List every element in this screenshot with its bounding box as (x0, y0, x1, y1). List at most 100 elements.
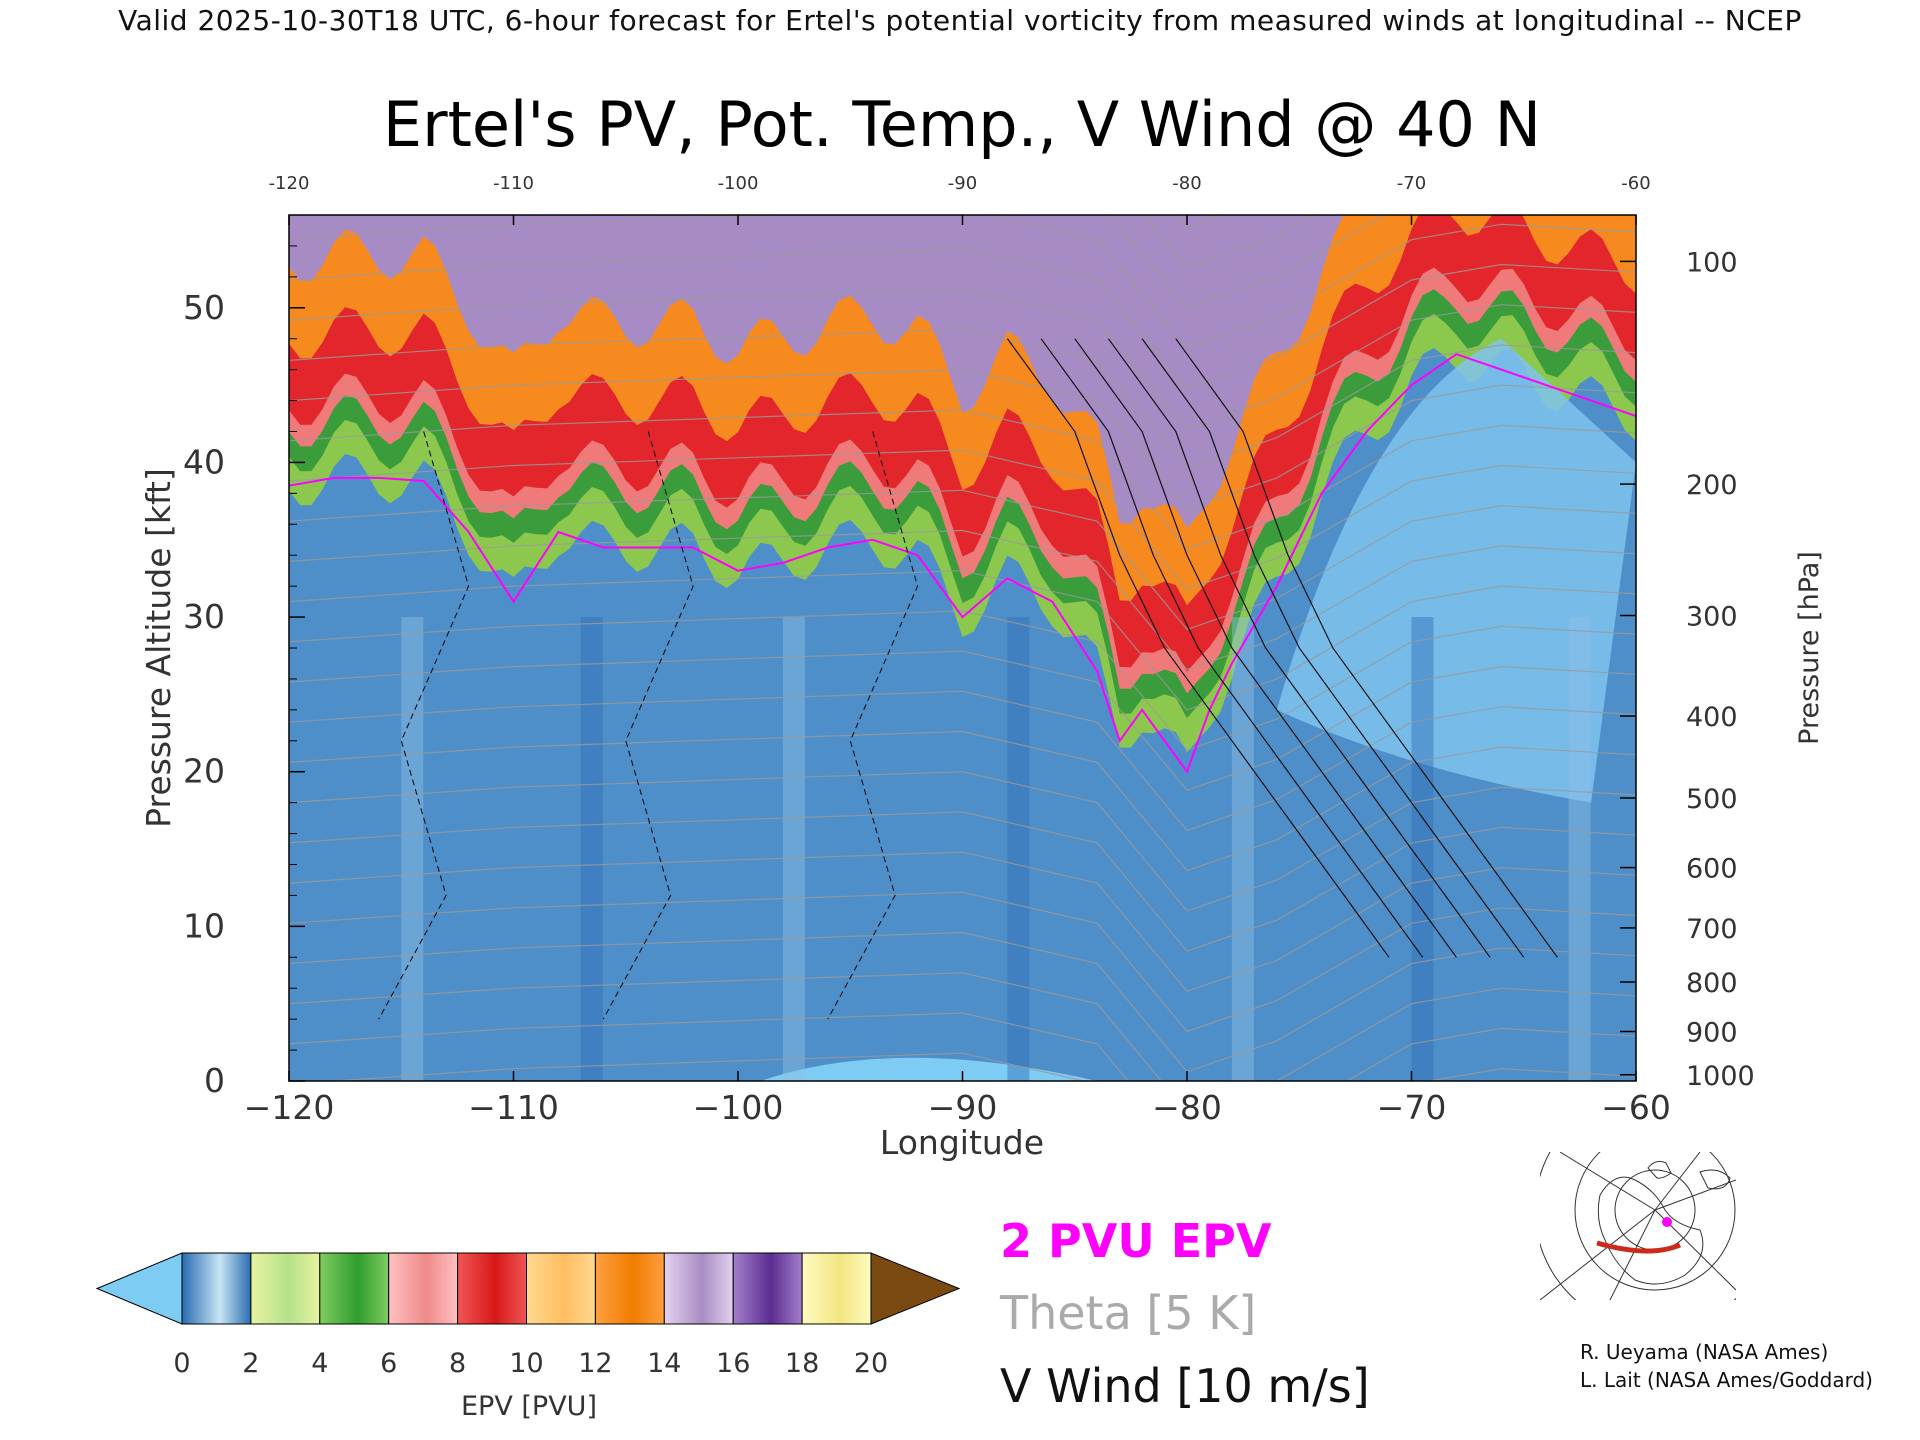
colorbar-segment (457, 1252, 528, 1325)
pv-field (289, 215, 1636, 1081)
x-tick-label: −70 (1377, 1088, 1447, 1127)
credit-1: R. Ueyama (NASA Ames) (1580, 1340, 1829, 1364)
v-wind-contour (1107, 338, 1491, 958)
surface-low-pv (760, 1057, 1098, 1081)
x-tick-label: −90 (928, 1088, 998, 1127)
y-axis-label: Pressure Altitude [kft] (139, 468, 178, 828)
theta-contour (289, 610, 1636, 751)
low-pv-region (1276, 338, 1636, 803)
theta-contour (289, 730, 1636, 872)
colorbar-tick-label: 18 (785, 1348, 819, 1379)
theta-contour (289, 368, 1636, 510)
pressure-tick-label: 200 (1686, 470, 1738, 501)
colorbar-segment (250, 1252, 321, 1325)
colorbar-tick-label: 16 (716, 1348, 750, 1379)
colorbar-under-arrow (95, 1252, 183, 1325)
x-tick-label: −110 (468, 1088, 559, 1127)
theta-contour (289, 409, 1636, 550)
legend-epv: 2 PVU EPV (1000, 1214, 1272, 1268)
x-tick-label-top: -80 (1172, 173, 1201, 194)
x-tick-label: −60 (1601, 1088, 1671, 1127)
pv-streak (401, 617, 424, 1081)
v-wind-contour (1006, 338, 1390, 958)
theta-contour (289, 972, 1636, 1081)
theta-contour (289, 650, 1636, 792)
x-tick-label-top: -90 (948, 173, 977, 194)
colorbar-tick-label: 0 (173, 1348, 190, 1379)
theta-contour (289, 570, 1636, 711)
colorbar-label: EPV [PVU] (461, 1391, 597, 1422)
x-tick-label-top: -60 (1621, 173, 1650, 194)
pv-streak (580, 617, 603, 1081)
colorbar-segment (594, 1252, 665, 1325)
colorbar-tick-label: 20 (854, 1348, 888, 1379)
colorbar-segment (526, 1252, 596, 1325)
x-tick-label-top: -120 (269, 173, 310, 194)
colorbar-segment (732, 1252, 803, 1325)
colorbar-tick-label: 4 (311, 1348, 328, 1379)
pressure-tick-label: 600 (1686, 854, 1738, 885)
y-ticks: 0 10 20 30 40 50 (183, 245, 305, 1100)
pressure-tick-label: 500 (1686, 784, 1738, 815)
theta-contour (289, 811, 1636, 952)
v-wind-contour (1074, 338, 1457, 958)
pv-streak (782, 617, 805, 1081)
pressure-tick-label: 300 (1686, 602, 1738, 633)
forecast-banner: Valid 2025-10-30T18 UTC, 6-hour forecast… (118, 4, 1802, 37)
y-tick-label: 50 (183, 288, 225, 327)
theta-contour (289, 288, 1636, 430)
y2-axis-label: Pressure [hPa] (1794, 551, 1825, 745)
theta-contour (289, 215, 1636, 349)
colorbar-segment (181, 1252, 252, 1325)
v-wind-contour (1175, 338, 1558, 958)
locator-map (1540, 1152, 1736, 1300)
pressure-tick-label: 800 (1686, 968, 1738, 999)
theta-contour (289, 529, 1636, 671)
v-wind-contour (1040, 338, 1424, 958)
theta-contour (289, 489, 1636, 631)
pv-streak (1007, 617, 1030, 1081)
colorbar-tick-label: 2 (242, 1348, 259, 1379)
colorbar-tick-label: 10 (509, 1348, 543, 1379)
y-tick-label: 40 (183, 442, 225, 481)
colorbar: 0 2 4 6 8 10 12 14 16 18 20 (95, 1252, 961, 1379)
theta-contour (289, 1012, 1636, 1081)
pv-streak (1411, 617, 1434, 1081)
x-axis-label: Longitude (880, 1123, 1044, 1162)
colorbar-over-arrow (870, 1252, 961, 1325)
credit-2: L. Lait (NASA Ames/Goddard) (1580, 1368, 1873, 1392)
pressure-tick-label: 100 (1686, 247, 1738, 278)
x-tick-label-top: -70 (1397, 173, 1426, 194)
x-tick-label-top: -100 (718, 173, 759, 194)
pressure-ticks: 100 200 300 400 500 600 700 800 900 1000 (1620, 247, 1755, 1092)
x-tick-label-top: -110 (493, 173, 534, 194)
x-tick-label: −80 (1152, 1088, 1222, 1127)
theta-contour (1109, 215, 1386, 309)
pressure-tick-label: 700 (1686, 914, 1738, 945)
colorbar-tick-label: 14 (647, 1348, 681, 1379)
theta-contour (289, 931, 1636, 1073)
pv-band-14 (289, 215, 1636, 528)
chart-title: Ertel's PV, Pot. Temp., V Wind @ 40 N (383, 88, 1541, 161)
colorbar-tick-label: 6 (380, 1348, 397, 1379)
theta-contour (289, 248, 1636, 389)
tropopause-2pvu-line (289, 353, 1636, 774)
colorbar-segment (801, 1252, 872, 1325)
y-tick-label: 30 (183, 597, 225, 636)
pressure-tick-label: 400 (1686, 702, 1738, 733)
y-tick-label: 0 (204, 1061, 225, 1100)
colorbar-segment (663, 1252, 734, 1325)
theta-contour (289, 771, 1636, 912)
colorbar-tick-label: 12 (578, 1348, 612, 1379)
theta-contour (289, 328, 1636, 470)
colorbar-segment (388, 1252, 459, 1325)
x-ticks: −120 -120 −110 -110 −100 -100 −90 -90 −80 -80 −70 -… (244, 173, 1671, 1127)
y-tick-label: 20 (183, 752, 225, 791)
theta-contour (289, 891, 1636, 1033)
colorbar-segment (319, 1252, 390, 1325)
theta-contour (325, 1052, 1636, 1081)
theta-contour (289, 449, 1636, 590)
pressure-tick-label: 1000 (1686, 1061, 1755, 1092)
theta-contour (289, 851, 1636, 993)
